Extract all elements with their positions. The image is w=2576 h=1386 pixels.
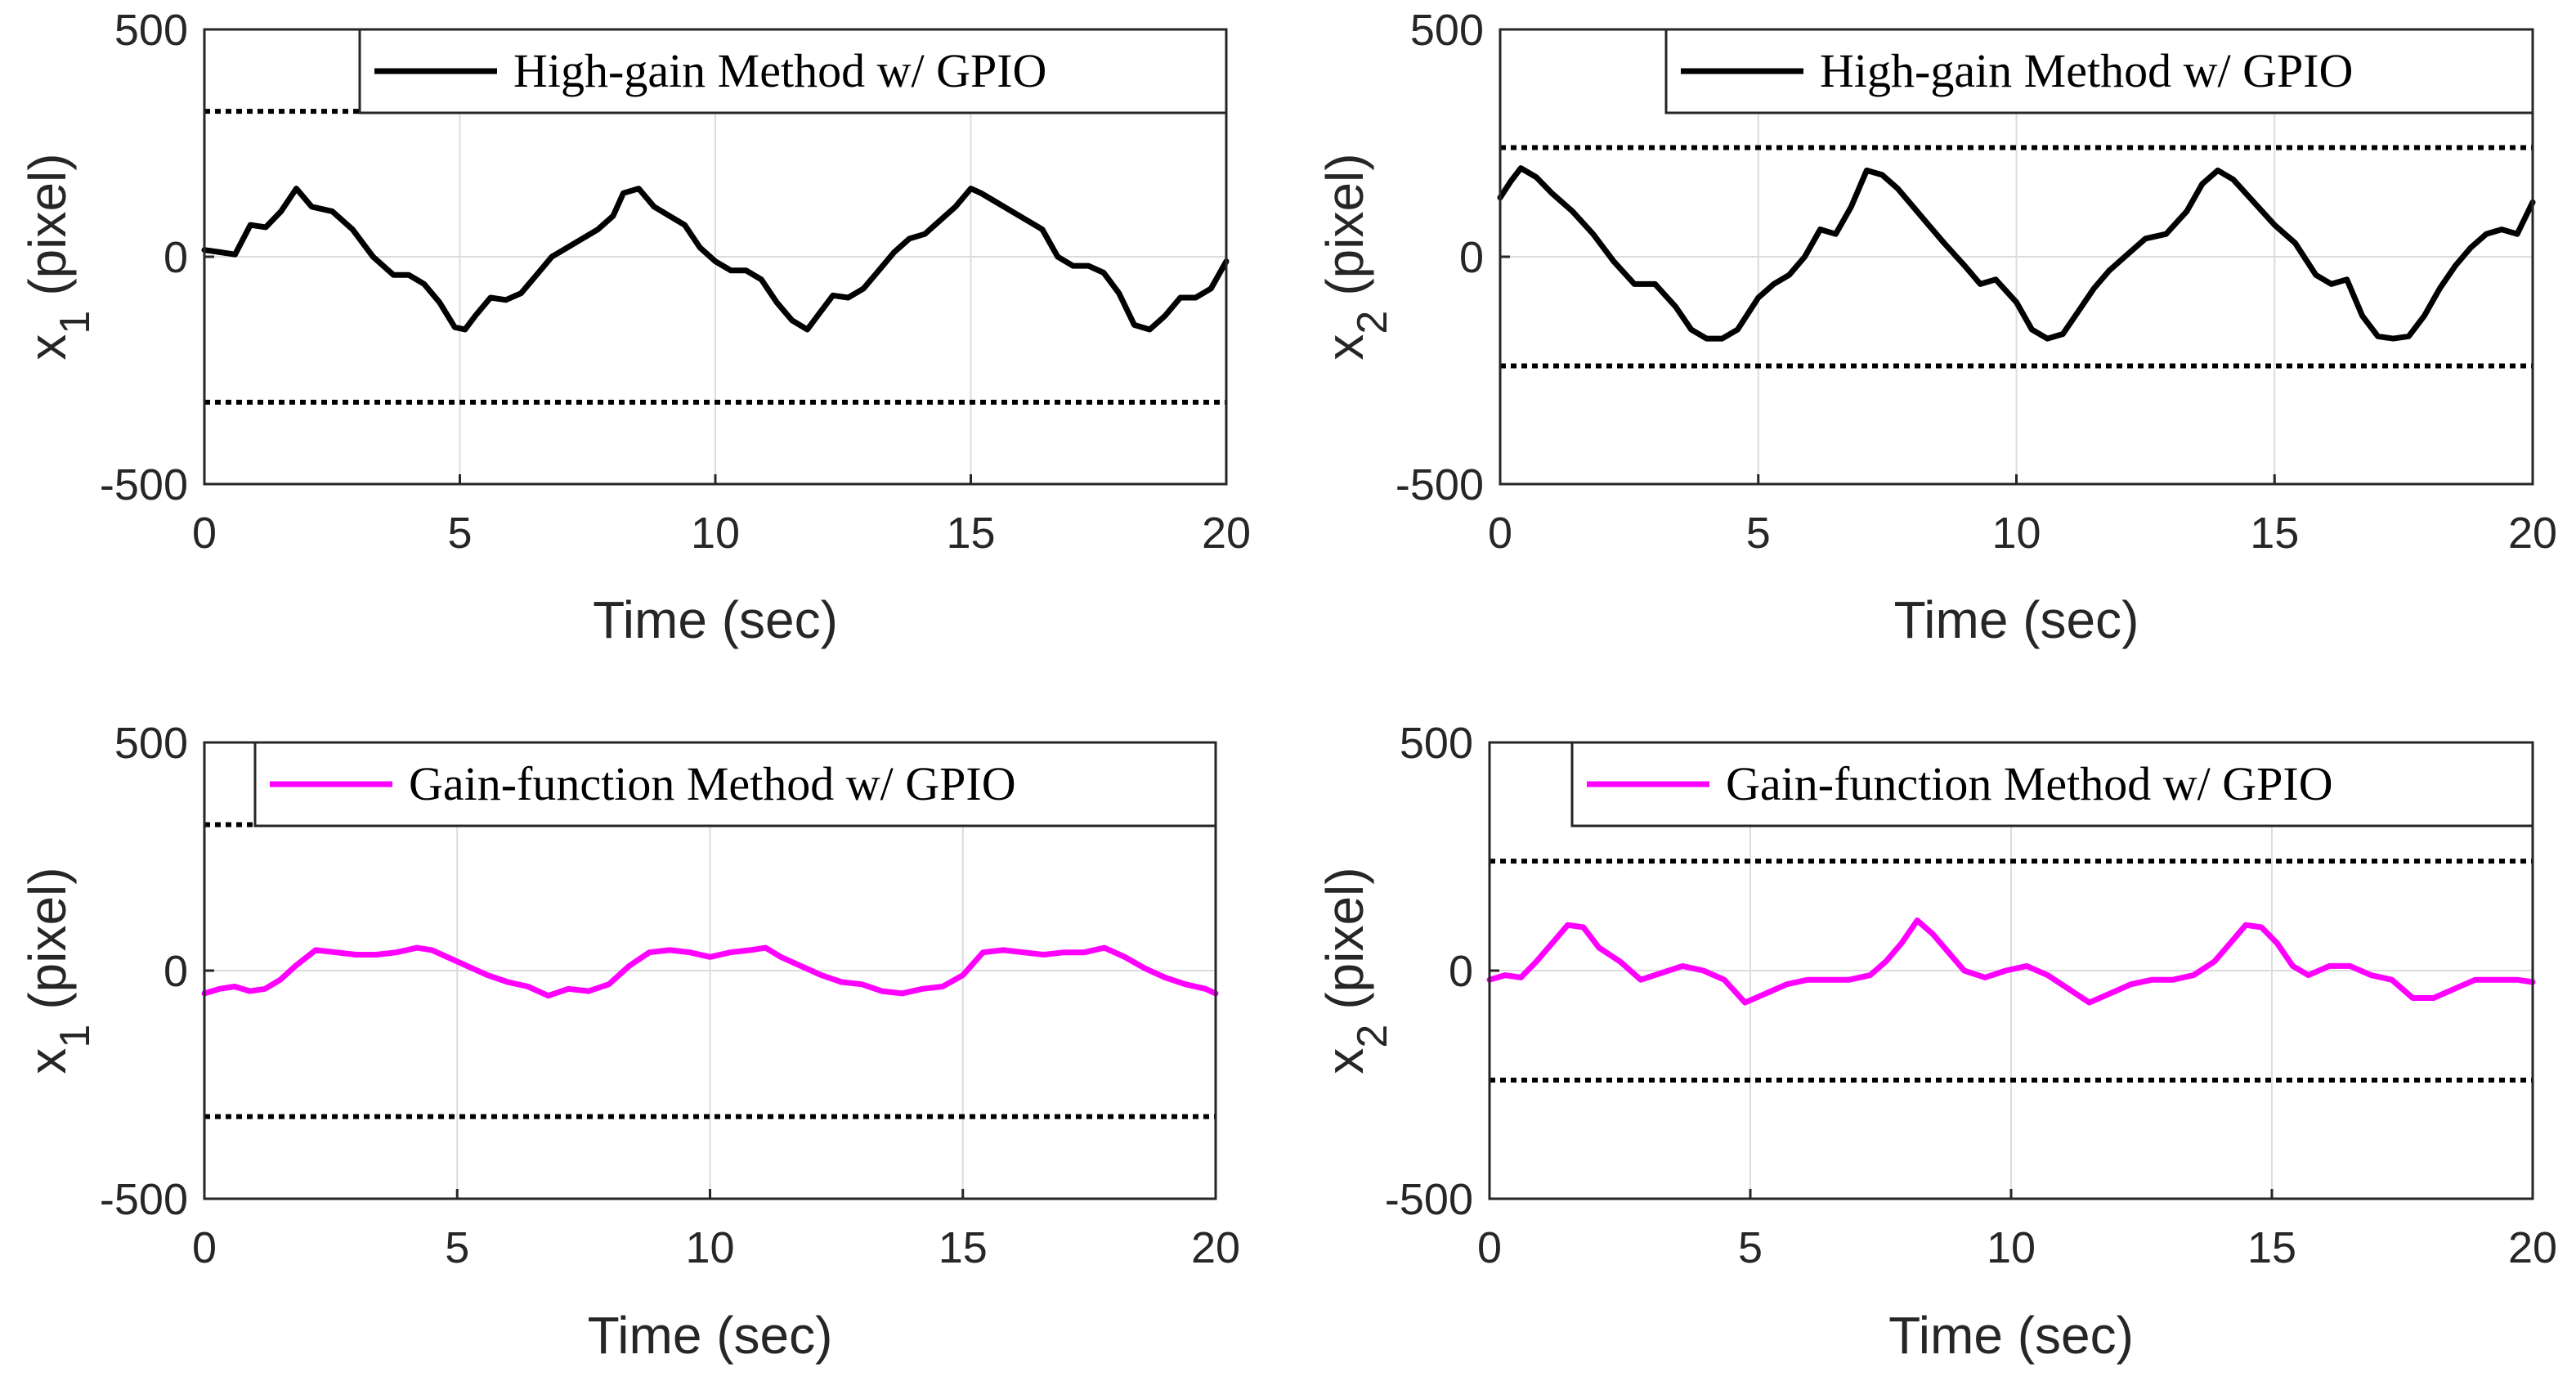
y-tick-label: 0 bbox=[164, 233, 188, 282]
x-tick-label: 20 bbox=[1191, 1223, 1240, 1272]
y-tick-label: 500 bbox=[114, 6, 188, 55]
x-tick-label: 0 bbox=[192, 1223, 217, 1272]
y-label-main: x bbox=[1315, 1048, 1374, 1074]
y-tick-labels: -500 0 500 bbox=[100, 719, 214, 1224]
legend-label: High-gain Method w/ GPIO bbox=[1820, 44, 2353, 97]
legend: Gain-function Method w/ GPIO bbox=[253, 741, 1217, 828]
x-axis-label: Time (sec) bbox=[1888, 1306, 2134, 1365]
y-tick-label: -500 bbox=[100, 460, 188, 509]
y-label-subscript: 1 bbox=[52, 311, 99, 334]
y-axis-label: x1 (pixel) bbox=[18, 867, 99, 1074]
x-tick-label: 15 bbox=[2247, 1223, 2296, 1272]
legend-box bbox=[1570, 741, 2534, 828]
y-tick-label: 500 bbox=[114, 719, 188, 768]
legend-label: Gain-function Method w/ GPIO bbox=[409, 757, 1016, 810]
x-tick-label: 5 bbox=[1738, 1223, 1763, 1272]
x-tick-label: 20 bbox=[1202, 509, 1251, 558]
x-tick-label: 5 bbox=[1746, 509, 1771, 558]
y-axis-label: x2 (pixel) bbox=[1315, 153, 1396, 360]
x-tick-label: 15 bbox=[2250, 509, 2299, 558]
legend-label: Gain-function Method w/ GPIO bbox=[1726, 757, 2333, 810]
y-label-main: x bbox=[1315, 334, 1374, 361]
bound-lines bbox=[1490, 859, 2533, 1083]
x-tick-label: 10 bbox=[685, 1223, 734, 1272]
y-axis-label: x1 (pixel) bbox=[18, 153, 99, 360]
legend-label: High-gain Method w/ GPIO bbox=[513, 44, 1046, 97]
series-group bbox=[1497, 165, 2536, 342]
series-group bbox=[201, 944, 1219, 999]
legend-box bbox=[253, 741, 1217, 828]
x-tick-labels: 0 5 10 15 20 bbox=[1477, 1189, 2557, 1272]
y-tick-label: 0 bbox=[1459, 233, 1484, 282]
y-tick-label: 0 bbox=[1449, 947, 1473, 996]
x-axis-label: Time (sec) bbox=[588, 1306, 833, 1365]
x-tick-label: 5 bbox=[445, 1223, 469, 1272]
y-tick-label: -500 bbox=[1396, 460, 1484, 509]
y-label-main: x bbox=[18, 334, 77, 361]
legend: Gain-function Method w/ GPIO bbox=[1570, 741, 2534, 828]
x-tick-labels: 0 5 10 15 20 bbox=[1488, 474, 2557, 558]
y-label-subscript: 1 bbox=[52, 1025, 99, 1048]
x-tick-label: 15 bbox=[939, 1223, 988, 1272]
y-axis-label: x2 (pixel) bbox=[1315, 867, 1396, 1074]
x-tick-label: 10 bbox=[1987, 1223, 2036, 1272]
x-axis-label: Time (sec) bbox=[593, 590, 838, 649]
series-line bbox=[1486, 917, 2536, 1006]
y-label-subscript: 2 bbox=[1349, 311, 1396, 334]
x-tick-label: 20 bbox=[2508, 509, 2557, 558]
y-label-unit: (pixel) bbox=[18, 867, 77, 1009]
x-tick-labels: 0 5 10 15 20 bbox=[192, 474, 1251, 558]
y-label-subscript: 2 bbox=[1349, 1025, 1396, 1048]
series-line bbox=[201, 944, 1219, 999]
y-tick-labels: -500 0 500 bbox=[1385, 719, 1499, 1224]
y-label-unit: (pixel) bbox=[1315, 153, 1374, 295]
x-tick-label: 10 bbox=[1991, 509, 2041, 558]
y-tick-labels: -500 0 500 bbox=[1396, 6, 1510, 509]
legend-box bbox=[358, 28, 1228, 114]
x-axis-label: Time (sec) bbox=[1894, 590, 2139, 649]
x-tick-label: 5 bbox=[447, 509, 472, 558]
legend-box bbox=[1664, 28, 2534, 114]
y-label-main: x bbox=[18, 1048, 77, 1074]
bound-lines bbox=[1500, 145, 2533, 369]
legend: High-gain Method w/ GPIO bbox=[358, 28, 1228, 114]
y-tick-labels: -500 0 500 bbox=[100, 6, 214, 509]
series-group bbox=[1486, 917, 2536, 1006]
y-tick-label: -500 bbox=[1385, 1175, 1473, 1224]
x-tick-label: 10 bbox=[691, 509, 740, 558]
x-tick-label: 0 bbox=[192, 509, 217, 558]
x-tick-labels: 0 5 10 15 20 bbox=[192, 1189, 1240, 1272]
x-tick-label: 0 bbox=[1488, 509, 1512, 558]
x-tick-label: 20 bbox=[2508, 1223, 2557, 1272]
legend: High-gain Method w/ GPIO bbox=[1664, 28, 2534, 114]
series-line bbox=[201, 186, 1230, 333]
y-tick-label: 500 bbox=[1400, 719, 1473, 768]
y-tick-label: -500 bbox=[100, 1175, 188, 1224]
x-tick-label: 15 bbox=[946, 509, 995, 558]
series-line bbox=[1497, 165, 2536, 342]
y-tick-label: 500 bbox=[1410, 6, 1484, 55]
y-label-unit: (pixel) bbox=[18, 153, 77, 295]
series-group bbox=[201, 186, 1230, 333]
x-tick-label: 0 bbox=[1477, 1223, 1502, 1272]
y-label-unit: (pixel) bbox=[1315, 867, 1374, 1009]
y-tick-label: 0 bbox=[164, 947, 188, 996]
